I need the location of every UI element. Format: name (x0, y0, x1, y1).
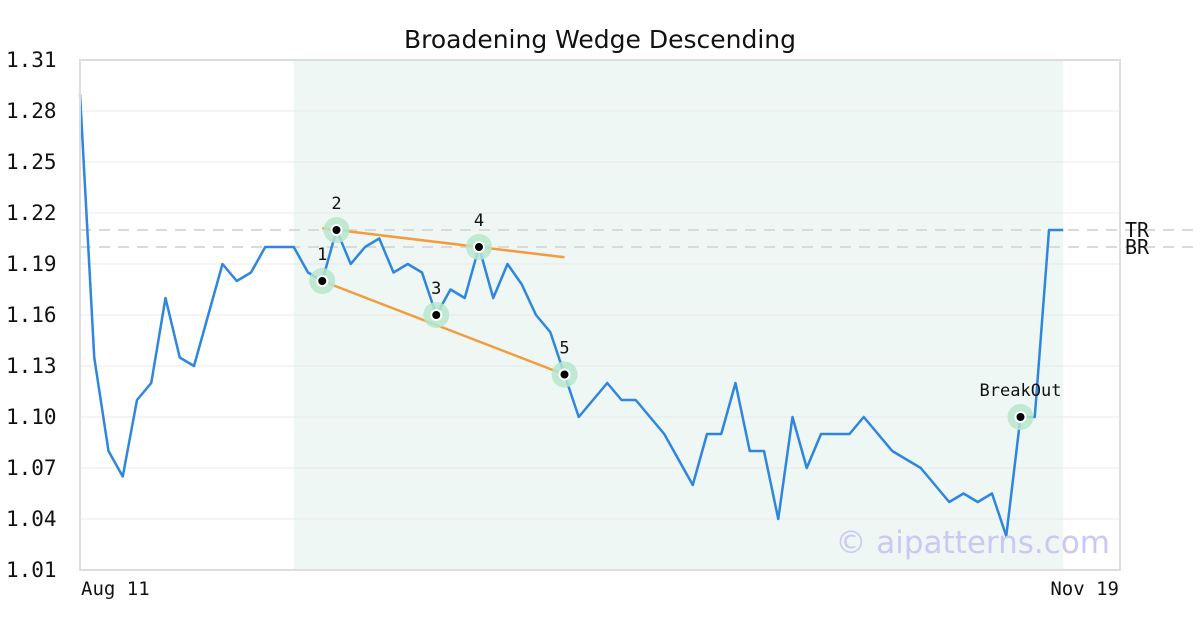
x-tick-label: Nov 19 (1050, 578, 1119, 600)
x-axis: Aug 11 Nov 19 (81, 578, 1119, 600)
pattern-points: 1 2 3 4 5 BreakOut (309, 194, 1061, 430)
pattern-point-marker (430, 309, 443, 321)
y-tick-label: 1.25 (6, 150, 57, 174)
pattern-point-label: 3 (431, 279, 441, 299)
reference-line-label: TR (1125, 218, 1150, 242)
pattern-point-marker (316, 275, 329, 287)
pattern-point-label: 4 (474, 211, 484, 231)
y-tick-label: 1.22 (6, 201, 57, 225)
y-tick-label: 1.31 (6, 48, 57, 72)
chart-title: Broadening Wedge Descending (404, 25, 796, 54)
pattern-point-marker (558, 368, 571, 381)
y-tick-label: 1.19 (6, 252, 57, 276)
trend-line (322, 227, 565, 259)
pattern-point-label: 1 (317, 245, 327, 265)
y-tick-label: 1.01 (6, 558, 57, 582)
y-tick-label: 1.07 (6, 456, 57, 480)
pattern-point-label: 2 (331, 194, 341, 214)
y-tick-label: 1.28 (6, 99, 57, 123)
pattern-point-marker (473, 241, 485, 253)
reference-line-label: BR (1125, 235, 1150, 259)
y-axis: 1.01 1.04 1.07 1.10 1.13 1.16 1.19 1.22 1.25 1.28… (6, 48, 57, 582)
x-tick-label: Aug 11 (81, 578, 150, 600)
watermark: © aipatterns.com (835, 525, 1110, 561)
trend-line (321, 279, 565, 376)
y-tick-label: 1.16 (6, 303, 57, 327)
pattern-point-marker (1014, 411, 1027, 423)
pattern-point-marker (330, 224, 343, 236)
y-tick-label: 1.13 (6, 354, 57, 378)
plot-frame (79, 59, 1121, 571)
trend-lines (321, 227, 565, 376)
y-tick-label: 1.04 (6, 507, 57, 531)
price-series-line (78, 93, 1064, 538)
pattern-point-label: 5 (559, 339, 569, 359)
pattern-point-label: BreakOut (980, 381, 1062, 401)
y-tick-label: 1.10 (6, 405, 57, 429)
